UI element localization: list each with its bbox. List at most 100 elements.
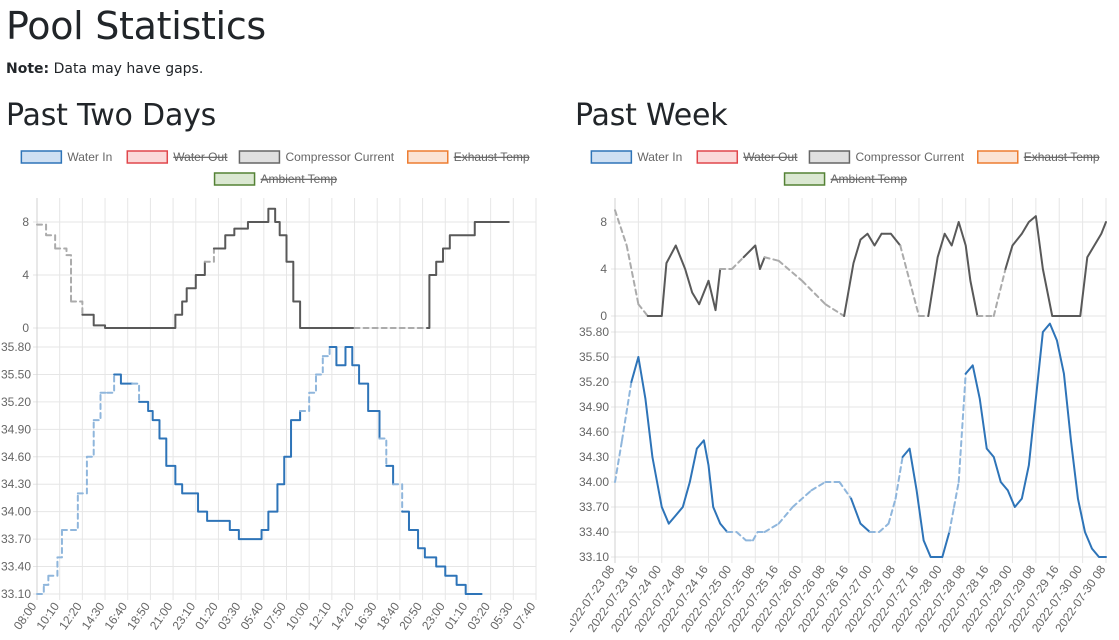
legend-label-water-out: Water Out — [173, 150, 228, 164]
water-in-line-segment — [401, 510, 483, 595]
compressor-y-tick-label: 8 — [22, 215, 29, 229]
compressor-y-tick-label: 8 — [600, 215, 607, 229]
water-y-tick-label: 33.10 — [579, 550, 609, 564]
legend-label-compressor-current: Compressor Current — [285, 150, 394, 164]
x-tick-label: 23:00 — [419, 599, 448, 632]
compressor-current-line-segment — [843, 232, 902, 317]
legend-label-water-in: Water In — [67, 150, 112, 164]
x-tick-label: 07:50 — [260, 599, 289, 632]
x-tick-label: 12:20 — [56, 599, 85, 632]
legend-swatch-ambient-temp — [783, 172, 826, 186]
compressor-current-line-segment — [426, 221, 510, 329]
legend-item-exhaust-temp[interactable]: Exhaust Temp — [407, 150, 530, 164]
x-tick-label: 16:40 — [101, 599, 130, 632]
water-in-line-segment — [385, 464, 395, 486]
water-y-tick-label: 35.20 — [1, 395, 31, 409]
legend-item-water-in[interactable]: Water In — [20, 150, 112, 164]
water-y-tick-label: 33.70 — [579, 500, 609, 514]
compressor-current-line-segment — [212, 207, 356, 329]
legend-item-compressor-current[interactable]: Compressor Current — [238, 150, 395, 164]
x-tick-label: 01:20 — [192, 599, 221, 632]
legend-item-water-in[interactable]: Water In — [590, 150, 682, 164]
legend-label-exhaust-temp: Exhaust Temp — [454, 150, 530, 164]
legend-swatch-water-out — [696, 150, 739, 164]
water-y-tick-label: 34.30 — [579, 450, 609, 464]
section-title-week: Past Week — [575, 98, 728, 133]
water-in-gap-segment — [614, 381, 633, 483]
compressor-y-tick-label: 0 — [600, 309, 607, 323]
x-tick-label: 10:00 — [283, 599, 312, 632]
water-in-gap-segment — [378, 437, 388, 467]
legend-label-ambient-temp: Ambient Temp — [831, 172, 908, 186]
note-label: Note: — [6, 61, 50, 77]
x-tick-label: 14:30 — [79, 599, 108, 632]
section-title-two-days: Past Two Days — [6, 98, 217, 133]
x-tick-label: 12:10 — [306, 599, 335, 632]
legend-label-exhaust-temp: Exhaust Temp — [1024, 150, 1100, 164]
chart-past-two-days: Water In Water Out Compressor Current Exhau… — [1, 150, 539, 632]
legend-item-ambient-temp[interactable]: Ambient Temp — [783, 172, 908, 186]
compressor-y-tick-label: 0 — [22, 321, 29, 335]
x-tick-label: 20:50 — [396, 599, 425, 632]
legend-item-compressor-current[interactable]: Compressor Current — [808, 150, 965, 164]
compressor-current-line-segment — [1004, 215, 1107, 317]
compressor-current-gap-segment — [976, 268, 1007, 317]
water-y-tick-label: 34.00 — [1, 505, 31, 519]
legend-swatch-water-in — [590, 150, 633, 164]
water-y-tick-label: 33.40 — [1, 560, 31, 574]
compressor-current-gap-segment — [763, 256, 846, 317]
x-tick-label: 16:30 — [351, 599, 380, 632]
chart-past-week: Water In Water Out Compressor Current Exhau… — [570, 150, 1109, 635]
water-in-line-segment — [964, 322, 1107, 558]
water-y-tick-label: 35.80 — [579, 325, 609, 339]
x-tick-label: 03:20 — [464, 599, 493, 632]
x-tick-label: 07:40 — [510, 599, 539, 632]
legend-swatch-water-out — [126, 150, 169, 164]
legend-label-water-in: Water In — [637, 150, 682, 164]
page-title: Pool Statistics — [6, 4, 266, 48]
compressor-current-line-segment — [927, 221, 979, 317]
water-y-tick-label: 33.10 — [1, 587, 31, 601]
x-tick-label: 21:00 — [147, 599, 176, 632]
compressor-current-line-segment — [81, 260, 206, 329]
compressor-current-line-segment — [742, 244, 766, 270]
water-in-line-segment — [328, 346, 381, 440]
water-y-tick-label: 34.90 — [1, 422, 31, 436]
legend-label-ambient-temp: Ambient Temp — [261, 172, 338, 186]
water-in-gap-segment — [948, 372, 967, 533]
water-in-gap-segment — [868, 456, 904, 533]
water-y-tick-label: 34.60 — [579, 425, 609, 439]
note: Note: Data may have gaps. — [6, 60, 203, 78]
water-in-gap-segment — [726, 481, 853, 542]
x-tick-label: 14:20 — [328, 599, 357, 632]
water-in-gap-segment — [131, 382, 141, 403]
legend-swatch-water-in — [20, 150, 63, 164]
water-in-gap-segment — [392, 483, 404, 513]
x-tick-label: 23:10 — [170, 599, 199, 632]
water-in-line-segment — [630, 356, 729, 533]
compressor-y-tick-label: 4 — [22, 268, 29, 282]
water-in-line-segment — [113, 373, 134, 385]
legend-swatch-ambient-temp — [213, 172, 256, 186]
legend-item-water-out[interactable]: Water Out — [126, 150, 228, 164]
water-y-tick-label: 35.50 — [1, 367, 31, 381]
x-tick-label: 08:00 — [11, 599, 40, 632]
note-text: Data may have gaps. — [53, 61, 204, 77]
x-tick-label: 05:30 — [487, 599, 516, 632]
water-y-tick-label: 35.80 — [1, 340, 31, 354]
water-in-line-segment — [138, 400, 302, 541]
water-in-line-segment — [850, 497, 871, 533]
legend-item-exhaust-temp[interactable]: Exhaust Temp — [977, 150, 1100, 164]
legend-swatch-compressor-current — [238, 150, 281, 164]
legend-swatch-exhaust-temp — [977, 150, 1019, 164]
water-y-tick-label: 34.60 — [1, 450, 31, 464]
legend-label-water-out: Water Out — [743, 150, 798, 164]
x-tick-label: 18:40 — [374, 599, 403, 632]
water-in-line-segment — [901, 447, 951, 558]
legend-item-ambient-temp[interactable]: Ambient Temp — [213, 172, 338, 186]
water-in-gap-segment — [299, 346, 331, 413]
x-tick-label: 10:10 — [33, 599, 62, 632]
x-tick-label: 03:30 — [215, 599, 244, 632]
legend-swatch-exhaust-temp — [407, 150, 449, 164]
legend-item-water-out[interactable]: Water Out — [696, 150, 798, 164]
